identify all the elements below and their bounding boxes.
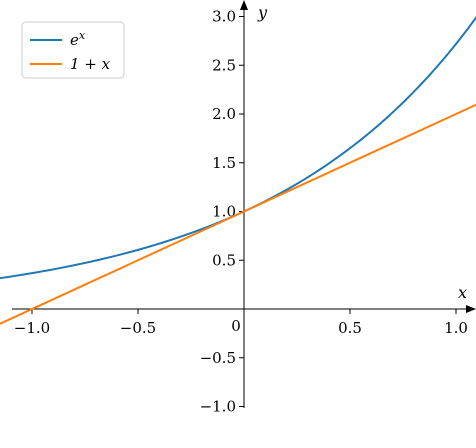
legend-label: 1 + x: [70, 55, 111, 73]
y-tick-label: 3.0: [212, 8, 236, 26]
x-axis-arrow: [466, 305, 476, 313]
x-tick-label: 0.5: [338, 319, 362, 337]
x-tick-label: −0.5: [120, 319, 156, 337]
origin-label: 0: [231, 317, 241, 335]
axes: xy: [12, 0, 476, 408]
y-tick-label: 1.5: [212, 154, 236, 172]
y-axis-arrow: [240, 0, 248, 10]
y-tick-label: 1.0: [212, 203, 236, 221]
series-lines: [0, 16, 476, 325]
x-tick-label: −1.0: [14, 319, 50, 337]
series-line-exp: [0, 16, 476, 280]
y-tick-label: 2.0: [212, 105, 236, 123]
y-tick-label: 0.5: [212, 251, 236, 269]
series-line-linear: [0, 103, 476, 325]
x-axis-title: x: [458, 283, 467, 302]
legend: ex1 + x: [21, 21, 125, 79]
y-axis-title: y: [257, 3, 268, 22]
y-tick-label: −1.0: [200, 398, 236, 416]
x-tick-label: 1.0: [444, 319, 468, 337]
y-tick-label: 2.5: [212, 56, 236, 74]
ticks: 0−2.0−1.5−1.0−0.50.51.01.52.0−1.0−0.50.5…: [14, 8, 468, 416]
y-tick-label: −0.5: [200, 349, 236, 367]
